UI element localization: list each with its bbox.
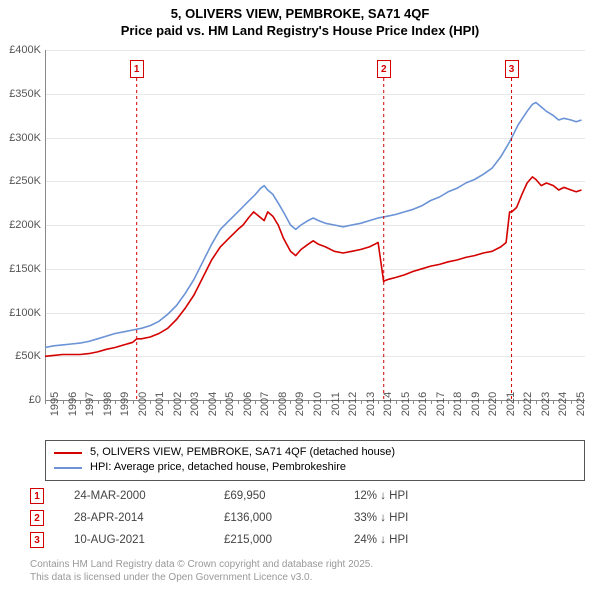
x-tick [361,400,362,404]
sale-date: 24-MAR-2000 [74,490,224,502]
x-tick [518,400,519,404]
sale-row: 2 28-APR-2014£136,00033% ↓ HPI [30,507,585,529]
sale-price: £69,950 [224,490,354,502]
x-tick [150,400,151,404]
x-tick [255,400,256,404]
y-tick-label: £400K [9,44,41,56]
sale-index-box: 3 [30,532,44,548]
x-tick [115,400,116,404]
y-tick-label: £300K [9,132,41,144]
series-line-hpi [45,103,582,348]
sale-price: £136,000 [224,512,354,524]
y-tick-label: £100K [9,307,41,319]
title-line-2: Price paid vs. HM Land Registry's House … [0,23,600,40]
x-tick [396,400,397,404]
chart-area: £0£50K£100K£150K£200K£250K£300K£350K£400… [45,50,585,400]
x-tick [326,400,327,404]
x-tick [133,400,134,404]
x-tick [501,400,502,404]
footer-line-1: Contains HM Land Registry data © Crown c… [30,559,373,572]
legend: 5, OLIVERS VIEW, PEMBROKE, SA71 4QF (det… [45,440,585,481]
x-tick [378,400,379,404]
x-tick [483,400,484,404]
x-tick [553,400,554,404]
sale-index-box: 1 [30,488,44,504]
x-tick [168,400,169,404]
legend-label-hpi: HPI: Average price, detached house, Pemb… [90,460,346,475]
x-tick [63,400,64,404]
sale-delta: 33% ↓ HPI [354,512,585,524]
series-line-price_paid [45,177,582,356]
sale-row: 1 24-MAR-2000£69,95012% ↓ HPI [30,485,585,507]
y-tick-label: £50K [15,350,41,362]
x-tick [431,400,432,404]
sale-delta: 24% ↓ HPI [354,534,585,546]
x-tick [343,400,344,404]
sale-price: £215,000 [224,534,354,546]
y-tick-label: £0 [29,394,41,406]
x-tick [98,400,99,404]
sale-row: 3 10-AUG-2021£215,00024% ↓ HPI [30,529,585,551]
y-tick-label: £350K [9,88,41,100]
legend-row-hpi: HPI: Average price, detached house, Pemb… [54,460,576,475]
x-tick [185,400,186,404]
x-tick [290,400,291,404]
x-tick [238,400,239,404]
footer-line-2: This data is licensed under the Open Gov… [30,572,373,585]
x-tick [80,400,81,404]
legend-row-price-paid: 5, OLIVERS VIEW, PEMBROKE, SA71 4QF (det… [54,445,576,460]
y-tick-label: £200K [9,219,41,231]
legend-swatch-price-paid [54,452,82,454]
x-tick [536,400,537,404]
line-series-svg [45,50,585,400]
chart-title-block: 5, OLIVERS VIEW, PEMBROKE, SA71 4QF Pric… [0,0,600,40]
x-tick [448,400,449,404]
sales-table: 1 24-MAR-2000£69,95012% ↓ HPI 2 28-APR-2014… [30,485,585,551]
y-tick-label: £250K [9,175,41,187]
x-tick [203,400,204,404]
x-tick [571,400,572,404]
title-line-1: 5, OLIVERS VIEW, PEMBROKE, SA71 4QF [0,6,600,23]
x-tick [466,400,467,404]
sale-index-box: 2 [30,510,44,526]
legend-label-price-paid: 5, OLIVERS VIEW, PEMBROKE, SA71 4QF (det… [90,445,395,460]
x-tick [220,400,221,404]
y-tick-label: £150K [9,263,41,275]
x-tick [413,400,414,404]
sale-date: 28-APR-2014 [74,512,224,524]
x-tick [308,400,309,404]
footer-attribution: Contains HM Land Registry data © Crown c… [30,559,373,584]
x-tick [45,400,46,404]
legend-swatch-hpi [54,467,82,469]
sale-delta: 12% ↓ HPI [354,490,585,502]
sale-date: 10-AUG-2021 [74,534,224,546]
x-tick [273,400,274,404]
